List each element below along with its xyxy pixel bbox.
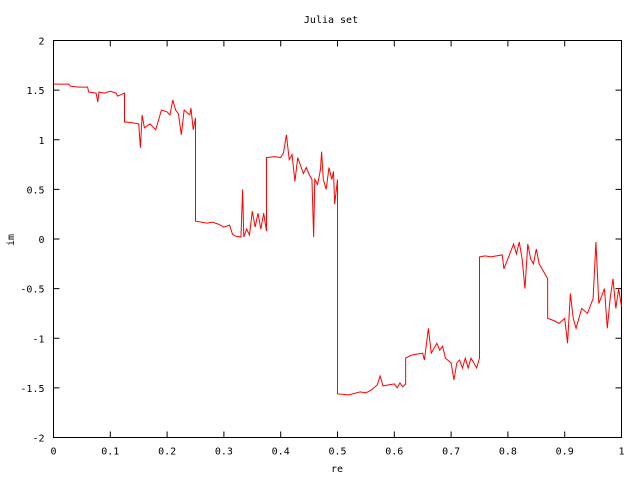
y-tick-label: 0.5 (26, 185, 44, 196)
x-tick-label: 0.5 (328, 447, 346, 458)
y-tick-label: 1 (38, 136, 44, 147)
y-tick-label: 2 (38, 37, 44, 48)
x-tick-label: 0 (50, 447, 56, 458)
x-tick-label: 1 (618, 447, 624, 458)
y-tick-label: 0 (38, 235, 44, 246)
series-line-julia (53, 83, 622, 396)
x-tick-label: 0.4 (272, 447, 290, 458)
x-tick-label: 0.9 (556, 447, 574, 458)
x-tick-label: 0.6 (385, 447, 403, 458)
y-axis-ticks: 2 1.5 1 0.5 0 -0.5 -1 -1.5 -2 (20, 37, 622, 445)
y-axis-label: im (6, 234, 17, 246)
x-tick-label: 0.2 (158, 447, 176, 458)
y-tick-label: -1.5 (20, 384, 44, 395)
x-axis-label: re (331, 464, 343, 475)
y-tick-label: 1.5 (26, 86, 44, 97)
x-axis-ticks: 0 0.1 0.2 0.3 0.4 0.5 0.6 0.7 0.8 0.9 1 (50, 40, 625, 458)
chart-title: Julia set (304, 15, 358, 26)
y-tick-label: -1 (32, 334, 44, 345)
x-tick-label: 0.7 (442, 447, 460, 458)
y-tick-label: -0.5 (20, 285, 44, 296)
y-tick-label: -2 (32, 434, 44, 445)
x-tick-label: 0.1 (101, 447, 119, 458)
x-tick-label: 0.3 (215, 447, 233, 458)
x-tick-label: 0.8 (499, 447, 517, 458)
